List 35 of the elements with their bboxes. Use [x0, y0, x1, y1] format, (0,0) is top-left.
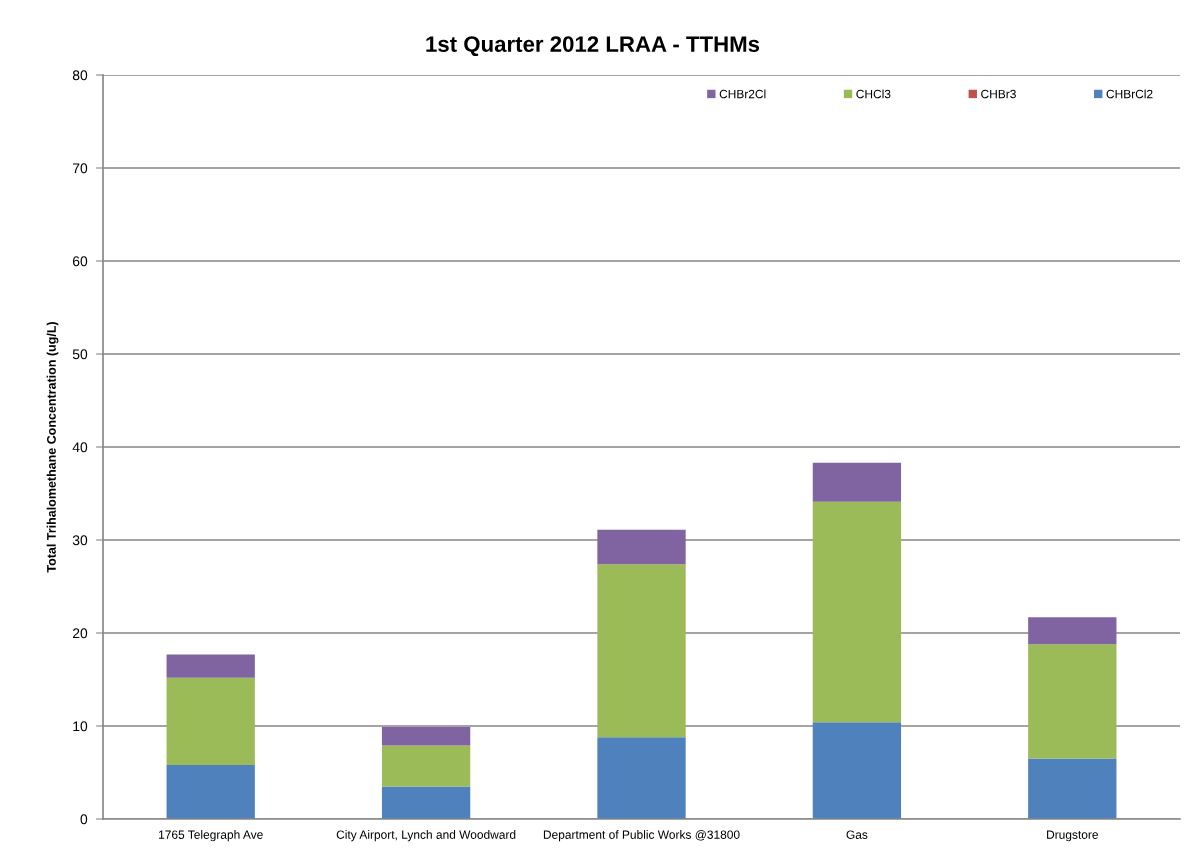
bar	[166, 654, 255, 678]
legend-label: CHCl3	[856, 89, 891, 99]
x-tick-label: Drugstore	[1047, 830, 1098, 842]
bar	[166, 765, 255, 819]
legend-label: CHBr3	[981, 89, 1016, 99]
y-tick-label: 70	[72, 163, 88, 174]
y-tick-label: 20	[72, 628, 88, 639]
x-tick-label: City Airport, Lynch and Woodward	[336, 830, 516, 842]
bar	[381, 745, 471, 787]
bar	[1028, 644, 1117, 759]
y-tick-label: 80	[72, 70, 88, 81]
y-tick-label: 30	[72, 535, 88, 546]
bar	[812, 462, 902, 502]
y-tick-label: 50	[72, 349, 88, 360]
legend-label: CHBrCl2	[1106, 89, 1153, 99]
bar	[166, 677, 255, 766]
y-tick-label: 0	[80, 814, 88, 825]
y-axis-title: Total Trihalomethane Concentration (ug/L)	[46, 322, 59, 573]
bar	[597, 564, 686, 738]
legend-label: CHBr2Cl	[719, 89, 766, 99]
bar	[1028, 758, 1117, 819]
x-tick-label: 1765 Telegraph Ave	[159, 830, 263, 842]
y-tick-label: 10	[73, 721, 88, 732]
chart-title: 1st Quarter 2012 LRAA - TTHMs	[426, 36, 760, 57]
bar	[381, 726, 471, 746]
x-tick-label: Gas	[846, 830, 868, 839]
bar	[812, 501, 902, 723]
x-tick-label: Department of Public Works @31800	[543, 830, 740, 842]
bar	[597, 529, 686, 565]
bar	[381, 786, 471, 819]
bar	[812, 722, 902, 819]
y-tick-label: 60	[72, 256, 88, 267]
bar	[597, 737, 686, 819]
y-tick-label: 40	[72, 442, 88, 453]
bar	[1028, 617, 1117, 645]
